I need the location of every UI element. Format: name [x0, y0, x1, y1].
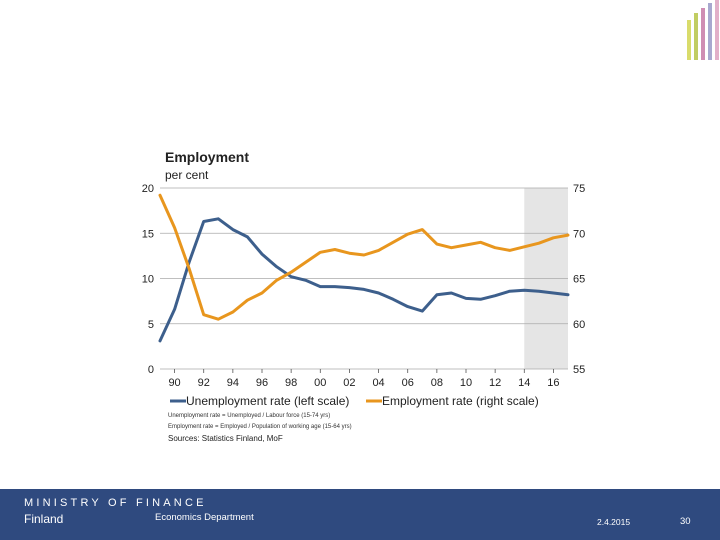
note-unemployment: Unemployment rate = Unemployed / Labour … — [168, 413, 330, 419]
left-axis: 0 5 10 15 20 — [142, 183, 154, 376]
left-tick-label: 0 — [148, 364, 154, 376]
ministry-logo-icon — [687, 0, 719, 60]
employment-rate-line — [158, 193, 570, 321]
series-lines — [158, 193, 570, 343]
right-tick-label: 75 — [573, 183, 585, 195]
x-tick-label: 96 — [256, 377, 268, 389]
slide-date: 2.4.2015 — [597, 517, 631, 527]
x-tick-label: 06 — [402, 377, 414, 389]
x-tick-label: 02 — [343, 377, 355, 389]
right-tick-label: 55 — [573, 364, 585, 376]
x-tick-label: 00 — [314, 377, 326, 389]
footer-bar: MINISTRY OF FINANCE Finland Economics De… — [0, 489, 720, 540]
page-number: 30 — [680, 516, 691, 527]
x-tick-label: 92 — [198, 377, 210, 389]
right-axis: 55 60 65 70 75 — [573, 183, 585, 376]
right-tick-label: 60 — [573, 319, 585, 331]
chart-subtitle: per cent — [165, 168, 209, 182]
left-tick-label: 15 — [142, 228, 154, 240]
chart-source: Sources: Statistics Finland, MoF — [168, 434, 283, 443]
right-tick-label: 65 — [573, 274, 585, 286]
legend-employment-label: Employment rate (right scale) — [382, 394, 539, 408]
chart-title: Employment — [165, 149, 249, 165]
department-name: Economics Department — [155, 512, 254, 523]
legend-unemployment-label: Unemployment rate (left scale) — [186, 394, 349, 408]
right-tick-label: 70 — [573, 228, 585, 240]
employment-chart: Employment per cent 0 5 10 15 20 55 60 65 70 75 … — [0, 140, 720, 460]
left-tick-label: 20 — [142, 183, 154, 195]
left-tick-label: 10 — [142, 274, 154, 286]
x-tick-label: 12 — [489, 377, 501, 389]
unemployment-rate-line — [158, 217, 570, 343]
note-employment: Employment rate = Employed / Population … — [168, 424, 352, 430]
x-tick-label: 14 — [518, 377, 530, 389]
x-tick-label: 04 — [372, 377, 384, 389]
gridlines — [160, 187, 568, 370]
x-axis: 90 92 94 96 98 00 02 04 06 08 10 12 14 16 — [168, 369, 560, 389]
ministry-name: MINISTRY OF FINANCE — [24, 497, 207, 509]
x-tick-label: 08 — [431, 377, 443, 389]
x-tick-label: 16 — [547, 377, 559, 389]
x-tick-label: 90 — [168, 377, 180, 389]
x-tick-label: 10 — [460, 377, 472, 389]
x-tick-label: 98 — [285, 377, 297, 389]
country-name: Finland — [24, 512, 64, 526]
x-tick-label: 94 — [227, 377, 239, 389]
left-tick-label: 5 — [148, 319, 154, 331]
